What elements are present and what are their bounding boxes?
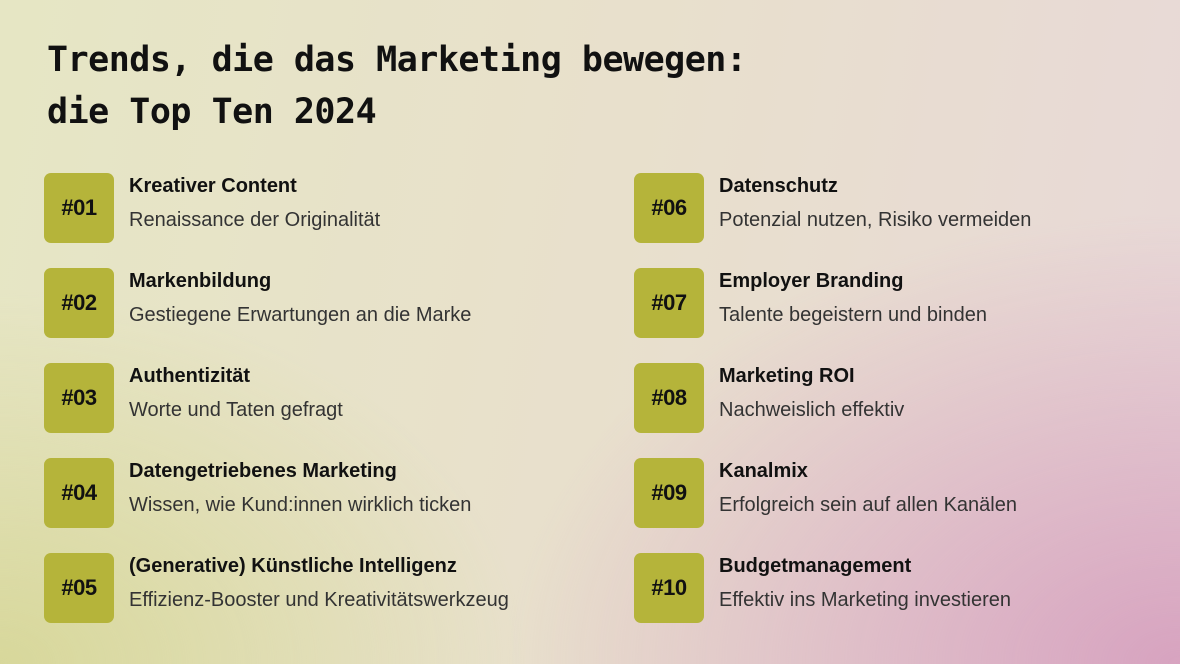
trend-subtitle: Worte und Taten gefragt xyxy=(129,399,343,421)
trend-item: #03 Authentizität Worte und Taten gefrag… xyxy=(44,363,604,433)
rank-badge: #07 xyxy=(634,268,704,338)
trend-subtitle: Effektiv ins Marketing investieren xyxy=(719,589,1011,611)
trend-item: #04 Datengetriebenes Marketing Wissen, w… xyxy=(44,458,604,528)
trend-subtitle: Wissen, wie Kund:innen wirklich ticken xyxy=(129,494,472,516)
trend-item: #02 Markenbildung Gestiegene Erwartungen… xyxy=(44,268,604,338)
trend-subtitle: Effizienz-Booster und Kreativitätswerkze… xyxy=(129,589,509,611)
trend-item: #10 Budgetmanagement Effektiv ins Market… xyxy=(634,553,1180,623)
rank-badge: #06 xyxy=(634,173,704,243)
trend-subtitle: Nachweislich effektiv xyxy=(719,399,905,421)
rank-badge: #05 xyxy=(44,553,114,623)
rank-badge: #04 xyxy=(44,458,114,528)
trend-item: #01 Kreativer Content Renaissance der Or… xyxy=(44,173,604,243)
rank-badge: #03 xyxy=(44,363,114,433)
trend-item: #09 Kanalmix Erfolgreich sein auf allen … xyxy=(634,458,1180,528)
title-line-1: Trends, die das Marketing bewegen: xyxy=(47,40,747,80)
rank-badge: #10 xyxy=(634,553,704,623)
rank-badge: #08 xyxy=(634,363,704,433)
trend-item: #08 Marketing ROI Nachweislich effektiv xyxy=(634,363,1180,433)
trend-item: #07 Employer Branding Talente begeistern… xyxy=(634,268,1180,338)
rank-badge: #01 xyxy=(44,173,114,243)
trend-title: Marketing ROI xyxy=(719,365,855,387)
rank-badge: #02 xyxy=(44,268,114,338)
trend-subtitle: Talente begeistern und binden xyxy=(719,304,987,326)
trend-subtitle: Potenzial nutzen, Risiko vermeiden xyxy=(719,209,1032,231)
trend-title: (Generative) Künstliche Intelligenz xyxy=(129,555,457,577)
trend-subtitle: Gestiegene Erwartungen an die Marke xyxy=(129,304,472,326)
trend-item: #06 Datenschutz Potenzial nutzen, Risiko… xyxy=(634,173,1180,243)
trend-title: Markenbildung xyxy=(129,270,272,292)
trend-subtitle: Renaissance der Originalität xyxy=(129,209,381,231)
title-line-2: die Top Ten 2024 xyxy=(47,92,377,132)
trend-title: Datengetriebenes Marketing xyxy=(129,460,397,482)
trend-title: Kreativer Content xyxy=(129,175,297,197)
trend-title: Kanalmix xyxy=(719,460,808,482)
page-title: Trends, die das Marketing bewegen: die T… xyxy=(47,34,747,138)
trend-subtitle: Erfolgreich sein auf allen Kanälen xyxy=(719,494,1017,516)
trend-title: Authentizität xyxy=(129,365,251,387)
trend-title: Datenschutz xyxy=(719,175,838,197)
trend-title: Employer Branding xyxy=(719,270,904,292)
trend-item: #05 (Generative) Künstliche Intelligenz … xyxy=(44,553,604,623)
rank-badge: #09 xyxy=(634,458,704,528)
trend-title: Budgetmanagement xyxy=(719,555,912,577)
